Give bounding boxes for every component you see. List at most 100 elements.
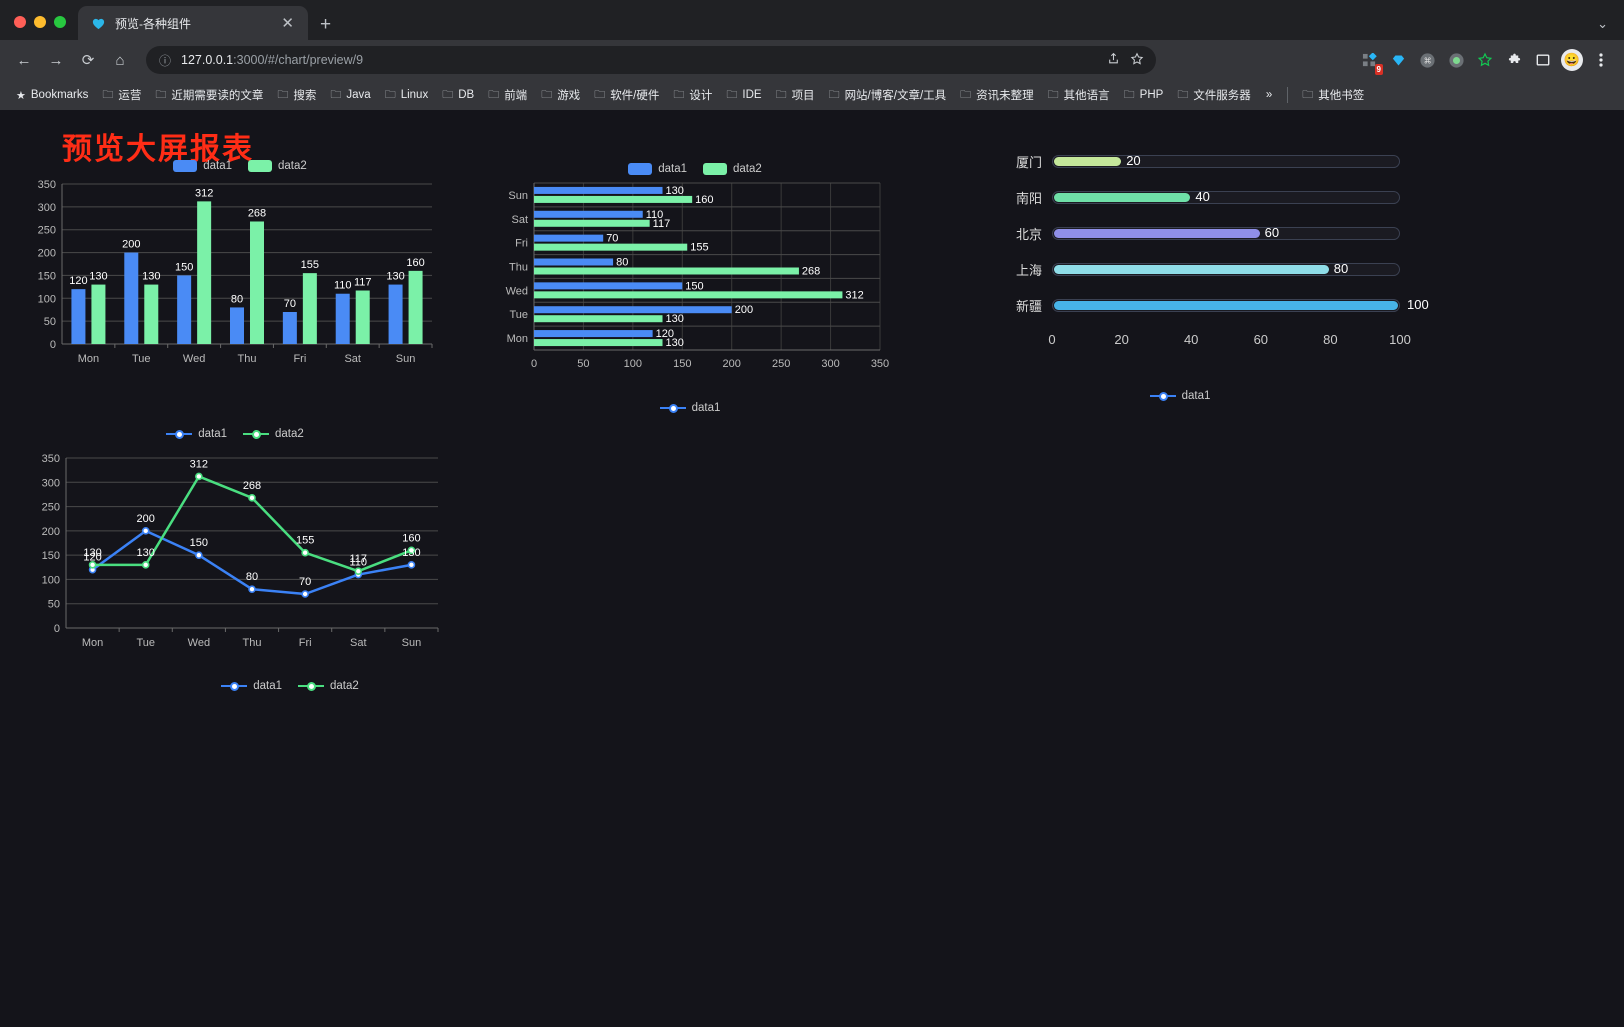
- bar[interactable]: [302, 273, 317, 344]
- legend-item[interactable]: data2: [243, 428, 304, 440]
- legend-item[interactable]: data1: [659, 402, 720, 414]
- kebab-menu-icon[interactable]: [1588, 47, 1614, 73]
- bookmark-folder-11[interactable]: 🗀 项目: [770, 83, 821, 108]
- chart-gauge[interactable]: [1035, 730, 1285, 990]
- bookmark-folder-0[interactable]: 🗀 运营: [96, 83, 147, 108]
- bookmark-folder-14[interactable]: 🗀 其他语言: [1042, 83, 1116, 108]
- data-point[interactable]: [407, 561, 416, 569]
- bookmark-folder-3[interactable]: 🗀 Java: [324, 83, 376, 108]
- bookmark-folder-6[interactable]: 🗀 前端: [482, 83, 533, 108]
- extension-grid-icon[interactable]: 9: [1356, 47, 1383, 75]
- progress-row[interactable]: 新疆 100: [1000, 296, 1429, 315]
- diamond-icon[interactable]: [1385, 47, 1411, 73]
- bookmarks-overflow-button[interactable]: »: [1265, 89, 1273, 101]
- close-tab-button[interactable]: ✕: [281, 14, 294, 32]
- data-point[interactable]: [141, 527, 150, 535]
- progress-row[interactable]: 北京 60: [1000, 224, 1400, 243]
- bar[interactable]: [282, 312, 297, 344]
- bar[interactable]: [91, 284, 106, 344]
- data-point[interactable]: [354, 567, 363, 575]
- bar[interactable]: [177, 275, 192, 344]
- data-point[interactable]: [248, 494, 256, 502]
- bookmark-star-icon[interactable]: [1130, 52, 1144, 69]
- chart-area-dual[interactable]: data1 data2: [80, 680, 500, 970]
- bar[interactable]: [534, 219, 650, 227]
- maximize-window-button[interactable]: [54, 16, 66, 28]
- data-point[interactable]: [407, 546, 416, 555]
- profile-avatar-icon[interactable]: 😀: [1559, 47, 1585, 73]
- legend-item[interactable]: data2: [703, 163, 762, 175]
- bar[interactable]: [534, 186, 663, 194]
- progress-track[interactable]: 60: [1052, 225, 1400, 240]
- browser-tab[interactable]: 预览-各种组件 ✕: [78, 6, 308, 40]
- progress-track[interactable]: 100: [1052, 297, 1429, 312]
- bookmark-folder-8[interactable]: 🗀 软件/硬件: [588, 83, 665, 108]
- bar[interactable]: [534, 258, 614, 266]
- bar[interactable]: [230, 307, 244, 344]
- bookmark-folder-1[interactable]: 🗀 近期需要读的文章: [149, 83, 269, 108]
- bar[interactable]: [144, 284, 159, 344]
- data-point[interactable]: [301, 548, 309, 557]
- bar[interactable]: [534, 234, 604, 242]
- close-window-button[interactable]: [14, 16, 26, 28]
- bar[interactable]: [534, 330, 653, 338]
- chart-bar-horizontal[interactable]: data1 data2 130 160 110 117 70 155 80 268 150 312…: [490, 152, 900, 402]
- site-info-icon[interactable]: ⓘ: [158, 53, 171, 68]
- data-point[interactable]: [195, 551, 203, 559]
- puzzle-icon[interactable]: [1501, 47, 1527, 73]
- share-icon[interactable]: [1106, 52, 1120, 69]
- progress-track[interactable]: 20: [1052, 153, 1400, 168]
- legend-item[interactable]: data1: [628, 163, 687, 175]
- bookmark-folder-16[interactable]: 🗀 文件服务器: [1171, 83, 1257, 108]
- minimize-window-button[interactable]: [34, 16, 46, 28]
- chevron-down-icon[interactable]: ⌄: [1597, 16, 1608, 31]
- chart-progress-bars[interactable]: 厦门 20 南阳 40 北京 60 上海 80 新疆 100 0 20 40 60 80 100: [1000, 152, 1429, 422]
- progress-track[interactable]: 80: [1052, 261, 1400, 276]
- other-bookmarks-folder[interactable]: 🗀 其他书签: [1296, 83, 1370, 108]
- bar[interactable]: [388, 284, 403, 344]
- legend-item[interactable]: data2: [248, 160, 307, 172]
- bar[interactable]: [534, 267, 799, 275]
- bar[interactable]: [335, 293, 350, 344]
- new-tab-button[interactable]: +: [320, 14, 332, 35]
- address-bar[interactable]: ⓘ 127.0.0.1:3000/#/chart/preview/9: [146, 46, 1156, 74]
- circle-green-icon[interactable]: [1443, 47, 1469, 73]
- bookmark-folder-10[interactable]: 🗀 IDE: [720, 83, 767, 108]
- bookmark-folder-4[interactable]: 🗀 Linux: [379, 83, 435, 108]
- bar[interactable]: [250, 221, 264, 344]
- bar[interactable]: [408, 270, 423, 344]
- data-point[interactable]: [88, 561, 97, 569]
- bookmark-folder-7[interactable]: 🗀 游戏: [535, 83, 586, 108]
- legend-item[interactable]: data1: [221, 680, 282, 692]
- data-point[interactable]: [301, 590, 309, 598]
- bar[interactable]: [534, 339, 663, 347]
- bookmark-folder-9[interactable]: 🗀 设计: [667, 83, 718, 108]
- home-button[interactable]: ⌂: [115, 51, 125, 69]
- chart-bar-vertical[interactable]: data1 data2 120 130 200 130 150 312 80 268 70 155…: [20, 152, 460, 402]
- bar[interactable]: [534, 210, 643, 218]
- sidepanel-icon[interactable]: [1530, 47, 1556, 73]
- bar[interactable]: [355, 290, 370, 344]
- data-point[interactable]: [248, 585, 256, 593]
- bar[interactable]: [534, 243, 688, 251]
- command-icon[interactable]: ⌘: [1414, 47, 1440, 73]
- bookmarks-root[interactable]: ★ Bookmarks: [10, 86, 94, 105]
- data-point[interactable]: [141, 561, 150, 569]
- bar[interactable]: [534, 306, 732, 314]
- bar[interactable]: [71, 289, 86, 344]
- bookmark-folder-5[interactable]: 🗀 DB: [436, 83, 480, 108]
- reload-button[interactable]: ⟳: [81, 52, 95, 69]
- chart-line-dual[interactable]: data1 data2 120 200 150 80 70 110 130 130 130 312…: [20, 428, 450, 688]
- legend-item[interactable]: data1: [166, 428, 227, 440]
- bar[interactable]: [534, 315, 663, 323]
- back-button[interactable]: ←: [16, 51, 32, 69]
- legend-item[interactable]: data2: [298, 680, 359, 692]
- progress-track[interactable]: 40: [1052, 189, 1400, 204]
- bar[interactable]: [197, 201, 212, 344]
- bar[interactable]: [534, 195, 693, 203]
- bar[interactable]: [534, 291, 843, 299]
- bar[interactable]: [534, 282, 683, 290]
- bookmark-folder-2[interactable]: 🗀 搜索: [271, 83, 322, 108]
- bookmark-folder-15[interactable]: 🗀 PHP: [1118, 83, 1170, 108]
- data-point[interactable]: [195, 472, 203, 481]
